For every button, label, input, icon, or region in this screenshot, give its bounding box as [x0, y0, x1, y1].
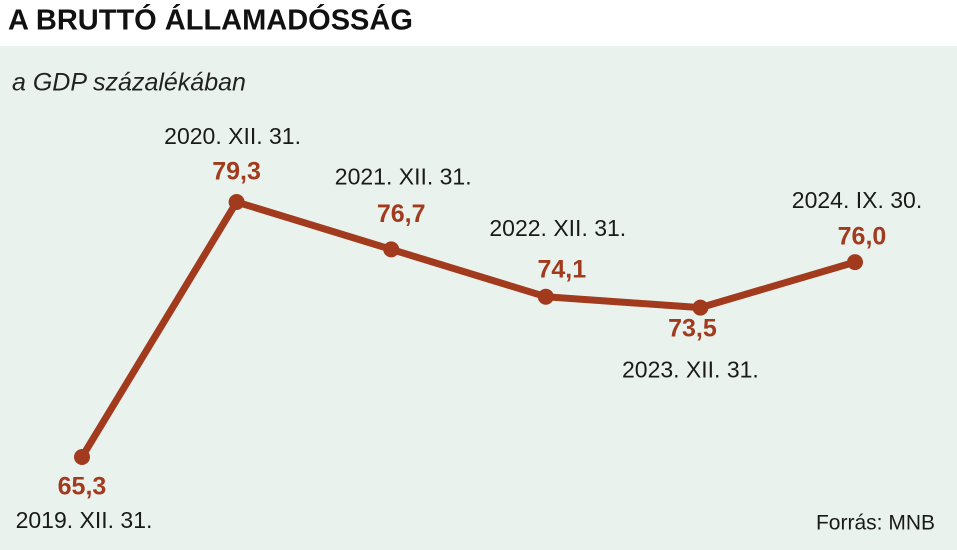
- value-label: 74,1: [537, 255, 586, 283]
- chart-subtitle: a GDP százalékában: [12, 69, 246, 97]
- value-label: 76,7: [377, 200, 426, 228]
- point-marker: [847, 254, 863, 271]
- category-label: 2022. XII. 31.: [489, 215, 626, 241]
- category-label: 2021. XII. 31.: [335, 163, 472, 189]
- chart-title: A BRUTTÓ ÁLLAMADÓSSÁG: [8, 3, 413, 37]
- value-label: 65,3: [58, 473, 107, 501]
- point-marker: [383, 241, 400, 258]
- point-marker: [228, 194, 245, 210]
- value-label: 73,5: [668, 314, 717, 342]
- category-label: 2019. XII. 31.: [16, 507, 153, 533]
- data-line: [78, 198, 859, 461]
- category-label: 2020. XII. 31.: [164, 123, 301, 149]
- point-marker: [537, 288, 554, 305]
- point-marker: [74, 449, 90, 465]
- point-marker: [692, 299, 709, 316]
- source: Forrás: MNB: [816, 512, 935, 535]
- category-label: 2023. XII. 31.: [622, 357, 759, 383]
- value-label: 76,0: [838, 223, 887, 251]
- plot-background: [0, 46, 957, 550]
- value-label: 79,3: [212, 158, 261, 186]
- category-label: 2024. IX. 30.: [792, 187, 922, 213]
